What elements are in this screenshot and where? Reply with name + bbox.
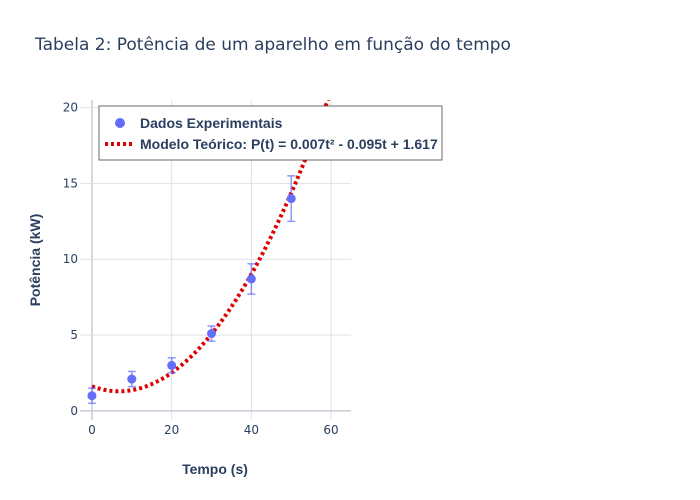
x-tick-label: 40 (244, 423, 259, 437)
y-axis-title: Potência (kW) (27, 214, 43, 307)
legend-marker-experimental (115, 118, 125, 128)
legend-box (98, 105, 443, 161)
series-layer (87, 100, 330, 405)
y-tick-label: 20 (63, 101, 78, 115)
legend-label-experimental: Dados Experimentais (140, 115, 283, 131)
data-point (246, 274, 256, 284)
data-point (286, 194, 296, 204)
x-tick-label: 20 (164, 423, 179, 437)
chart-title: Tabela 2: Potência de um aparelho em fun… (34, 35, 511, 55)
plot-area: 0 20 40 60 0 5 10 15 20 (63, 100, 351, 437)
y-tick-label: 10 (63, 252, 78, 266)
data-point (87, 391, 97, 401)
y-tick-label: 15 (63, 176, 78, 190)
y-tick-label: 5 (70, 328, 78, 342)
x-tick-label: 0 (88, 423, 96, 437)
x-axis-title: Tempo (s) (182, 461, 248, 477)
data-point (127, 374, 137, 384)
data-point (167, 360, 177, 370)
data-point (207, 329, 217, 339)
y-tick-label: 0 (70, 404, 78, 418)
x-tick-label: 60 (323, 423, 338, 437)
tick-layer: 0 20 40 60 0 5 10 15 20 (63, 101, 339, 437)
legend-label-model: Modelo Teórico: P(t) = 0.007t² - 0.095t … (140, 136, 438, 152)
legend: Dados Experimentais Modelo Teórico: P(t)… (98, 105, 443, 161)
